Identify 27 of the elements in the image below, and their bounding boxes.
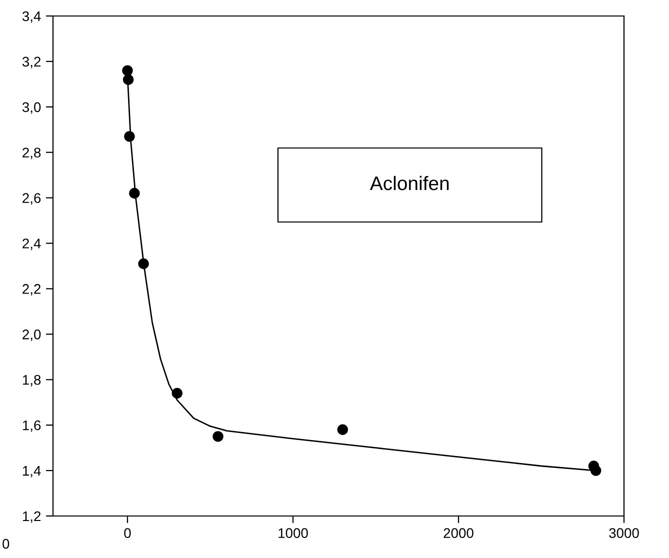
y-tick-label: 1,6 <box>22 420 41 432</box>
y-tick-label: 2,4 <box>22 238 41 250</box>
y-tick-label: 1,2 <box>22 511 40 523</box>
point <box>129 188 140 199</box>
y-tick-label: 3,4 <box>22 11 41 23</box>
y-tick-label: 2,6 <box>22 193 41 205</box>
point <box>212 431 224 442</box>
x-tick-label: 3000 <box>609 528 639 538</box>
point <box>337 424 348 435</box>
point <box>122 74 134 85</box>
y-tick-label: 1,4 <box>22 466 41 478</box>
point <box>122 65 133 76</box>
text: 0 <box>2 538 10 549</box>
point <box>124 131 135 142</box>
point <box>590 465 602 476</box>
y-tick-label: 1,8 <box>22 374 41 386</box>
y-tick-label: 3,2 <box>22 56 40 68</box>
y-tick-label: 2,8 <box>22 148 41 160</box>
annotation: Aclonifen <box>370 176 449 190</box>
point <box>138 258 149 270</box>
y-tick-label: 2,0 <box>22 330 41 341</box>
y-tick-label: 3,0 <box>22 102 41 114</box>
x-tick-label: 2000 <box>444 528 474 538</box>
point <box>172 388 182 399</box>
x-tick-label: 0 <box>124 528 131 538</box>
x-tick-label: 1000 <box>278 528 308 538</box>
y-tick-label: 2,2 <box>22 284 40 296</box>
